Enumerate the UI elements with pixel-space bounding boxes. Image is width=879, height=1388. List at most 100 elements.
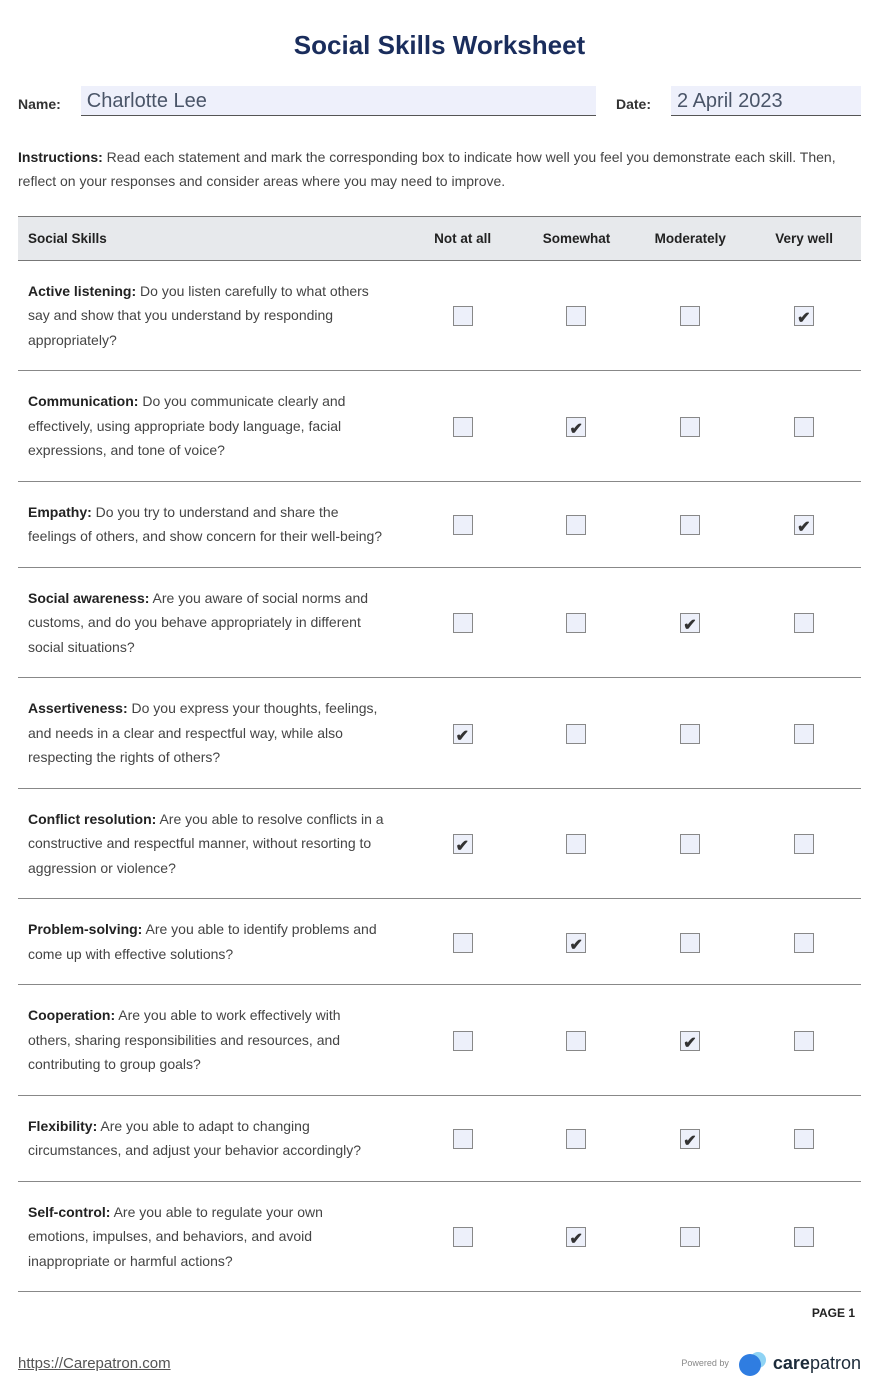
checkbox[interactable]	[680, 613, 700, 633]
checkbox[interactable]	[566, 1031, 586, 1051]
footer: https://Carepatron.com Powered by carepa…	[0, 1330, 879, 1388]
checkbox[interactable]	[794, 417, 814, 437]
meta-row: Name: Charlotte Lee Date: 2 April 2023	[18, 86, 861, 116]
rating-cell	[747, 678, 861, 789]
checkbox[interactable]	[680, 933, 700, 953]
checkbox[interactable]	[453, 1031, 473, 1051]
skill-cell: Communication: Do you communicate clearl…	[18, 371, 406, 482]
checkbox[interactable]	[453, 515, 473, 535]
rating-cell	[520, 678, 634, 789]
rating-cell	[406, 1095, 520, 1181]
checkbox[interactable]	[566, 417, 586, 437]
skill-title: Active listening:	[28, 283, 136, 299]
checkbox[interactable]	[680, 1129, 700, 1149]
powered-by: Powered by	[681, 1358, 729, 1368]
rating-cell	[633, 899, 747, 985]
checkbox[interactable]	[566, 933, 586, 953]
rating-cell	[633, 1095, 747, 1181]
rating-cell	[633, 260, 747, 371]
checkbox[interactable]	[566, 515, 586, 535]
checkbox[interactable]	[680, 417, 700, 437]
rating-cell	[633, 678, 747, 789]
footer-brand: Powered by carepatron	[681, 1350, 861, 1376]
rating-cell	[406, 899, 520, 985]
skill-title: Communication:	[28, 393, 138, 409]
table-row: Problem-solving: Are you able to identif…	[18, 899, 861, 985]
rating-cell	[747, 1181, 861, 1292]
checkbox[interactable]	[453, 834, 473, 854]
instructions: Instructions: Read each statement and ma…	[18, 146, 861, 194]
checkbox[interactable]	[794, 1031, 814, 1051]
skill-cell: Conflict resolution: Are you able to res…	[18, 788, 406, 899]
table-row: Conflict resolution: Are you able to res…	[18, 788, 861, 899]
rating-cell	[520, 788, 634, 899]
checkbox[interactable]	[794, 1129, 814, 1149]
footer-link[interactable]: https://Carepatron.com	[18, 1355, 171, 1372]
checkbox[interactable]	[566, 613, 586, 633]
checkbox[interactable]	[680, 724, 700, 744]
brand-light: patron	[810, 1353, 861, 1373]
table-row: Assertiveness: Do you express your thoug…	[18, 678, 861, 789]
checkbox[interactable]	[680, 1227, 700, 1247]
checkbox[interactable]	[566, 306, 586, 326]
checkbox[interactable]	[566, 834, 586, 854]
checkbox[interactable]	[453, 933, 473, 953]
checkbox[interactable]	[680, 834, 700, 854]
rating-cell	[747, 985, 861, 1096]
brand-bold: care	[773, 1353, 810, 1373]
rating-cell	[633, 788, 747, 899]
checkbox[interactable]	[794, 724, 814, 744]
rating-cell	[747, 788, 861, 899]
skill-title: Problem-solving:	[28, 921, 142, 937]
table-row: Cooperation: Are you able to work effect…	[18, 985, 861, 1096]
checkbox[interactable]	[794, 613, 814, 633]
rating-cell	[747, 1095, 861, 1181]
rating-cell	[747, 567, 861, 678]
checkbox[interactable]	[566, 1129, 586, 1149]
skill-title: Assertiveness:	[28, 700, 128, 716]
checkbox[interactable]	[794, 933, 814, 953]
checkbox[interactable]	[566, 724, 586, 744]
checkbox[interactable]	[453, 306, 473, 326]
checkbox[interactable]	[453, 417, 473, 437]
checkbox[interactable]	[453, 613, 473, 633]
skill-cell: Social awareness: Are you aware of socia…	[18, 567, 406, 678]
checkbox[interactable]	[680, 515, 700, 535]
checkbox[interactable]	[453, 1129, 473, 1149]
instructions-text: Read each statement and mark the corresp…	[18, 149, 836, 189]
rating-cell	[520, 481, 634, 567]
checkbox[interactable]	[680, 1031, 700, 1051]
skill-cell: Empathy: Do you try to understand and sh…	[18, 481, 406, 567]
col-somewhat: Somewhat	[520, 216, 634, 260]
skill-title: Empathy:	[28, 504, 92, 520]
rating-cell	[406, 481, 520, 567]
rating-cell	[520, 1181, 634, 1292]
name-label: Name:	[18, 96, 61, 116]
brand-name: carepatron	[773, 1353, 861, 1374]
page-number: PAGE 1	[18, 1306, 861, 1320]
rating-cell	[747, 260, 861, 371]
rating-cell	[520, 567, 634, 678]
rating-cell	[406, 985, 520, 1096]
date-field[interactable]: 2 April 2023	[671, 86, 861, 116]
checkbox[interactable]	[794, 306, 814, 326]
name-field[interactable]: Charlotte Lee	[81, 86, 596, 116]
checkbox[interactable]	[453, 1227, 473, 1247]
rating-cell	[406, 371, 520, 482]
rating-cell	[406, 788, 520, 899]
rating-cell	[406, 678, 520, 789]
table-row: Communication: Do you communicate clearl…	[18, 371, 861, 482]
skill-cell: Flexibility: Are you able to adapt to ch…	[18, 1095, 406, 1181]
table-row: Empathy: Do you try to understand and sh…	[18, 481, 861, 567]
rating-cell	[747, 899, 861, 985]
skill-title: Flexibility:	[28, 1118, 97, 1134]
checkbox[interactable]	[794, 515, 814, 535]
checkbox[interactable]	[453, 724, 473, 744]
skill-title: Cooperation:	[28, 1007, 115, 1023]
checkbox[interactable]	[794, 834, 814, 854]
skill-cell: Cooperation: Are you able to work effect…	[18, 985, 406, 1096]
checkbox[interactable]	[794, 1227, 814, 1247]
skills-table: Social Skills Not at all Somewhat Modera…	[18, 216, 861, 1293]
checkbox[interactable]	[680, 306, 700, 326]
checkbox[interactable]	[566, 1227, 586, 1247]
